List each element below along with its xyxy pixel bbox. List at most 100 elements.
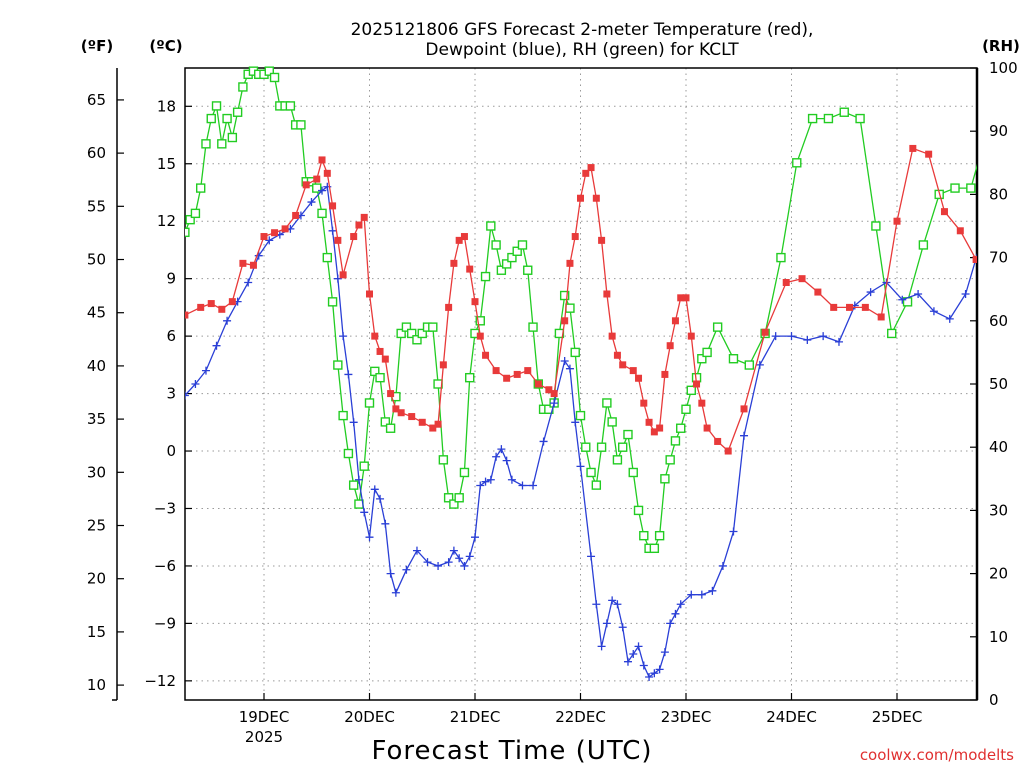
rh-point [438, 455, 449, 465]
dewpoint-point [623, 657, 632, 666]
rh-point [459, 467, 470, 478]
chart-title-line2: Dewpoint (blue), RH (green) for KCLT [425, 40, 739, 60]
temperature-point [260, 233, 268, 241]
rh-point [348, 480, 359, 490]
rh-tick-label: 80 [989, 185, 1008, 203]
dewpoint-point [492, 452, 501, 461]
temperature-point [545, 386, 553, 394]
rh-point [501, 259, 512, 269]
x-tick-label: 24DEC [766, 708, 817, 726]
rh-point [407, 328, 417, 339]
rh-tick-label: 100 [989, 59, 1018, 77]
rh-point [618, 442, 628, 452]
rh-point [317, 208, 327, 219]
fahrenheit-axis-ticks: 10 15 20 25 30 35 40 45 50 55 60 65 [87, 91, 124, 694]
rh-point [475, 316, 485, 326]
rh-point [999, 165, 1007, 173]
rh-point [591, 480, 602, 490]
temperature-point [387, 390, 395, 398]
dewpoint-point [834, 337, 843, 346]
temperature-point [909, 144, 917, 152]
temperature-point [650, 428, 658, 436]
temperature-point [846, 303, 854, 311]
dewpoint-point [771, 332, 780, 341]
temperature-point [566, 259, 574, 267]
rh-point [612, 455, 623, 465]
dewpoint-point [339, 332, 348, 341]
rh-point [697, 354, 707, 364]
rh-point [296, 120, 306, 130]
dewpoint-point [518, 481, 527, 490]
fahrenheit-tick-label: 50 [87, 251, 106, 269]
rh-point [264, 66, 274, 76]
rh-point [491, 240, 501, 250]
dewpoint-point [265, 236, 274, 245]
dewpoint-point [502, 456, 511, 465]
rh-point [807, 113, 818, 124]
dewpoint-point [755, 360, 764, 369]
rh-point [507, 252, 517, 263]
dewpoint-point [977, 236, 985, 244]
temperature-point [271, 229, 279, 237]
temperature-point [1020, 266, 1024, 273]
temperature-point [460, 233, 468, 241]
rh-point [839, 107, 849, 117]
dewpoint-series [185, 182, 1001, 682]
rh-point [681, 404, 691, 414]
rh-point [559, 290, 570, 301]
dewpoint-point [613, 600, 622, 609]
dewpoint-point [576, 462, 585, 471]
temperature-point [185, 311, 189, 319]
rh-point [428, 322, 438, 332]
temperature-point [782, 278, 790, 286]
temperature-point [814, 288, 822, 296]
dewpoint-point [370, 485, 379, 494]
dewpoint-point [539, 437, 548, 446]
celsius-tick-label: 12 [157, 212, 176, 230]
fahrenheit-tick-label: 45 [87, 304, 106, 322]
temperature-point [334, 236, 342, 244]
dewpoint-point [481, 477, 490, 486]
dewpoint-point [376, 494, 385, 503]
dewpoint-point [333, 274, 342, 283]
rh-point [190, 208, 201, 219]
fahrenheit-tick-label: 40 [87, 357, 106, 375]
temperature-point [571, 233, 579, 241]
rh-point [227, 132, 238, 143]
temperature-point [429, 424, 437, 432]
dewpoint-point [993, 221, 1001, 229]
rh-point [396, 328, 406, 339]
rh-point [496, 265, 507, 275]
dewpoint-point [560, 357, 569, 366]
temperature-point [613, 351, 621, 359]
dewpoint-point [529, 481, 538, 490]
dewpoint-point [423, 558, 432, 567]
temperature-point [629, 367, 637, 375]
rh-point [285, 101, 296, 111]
x-tick-label: 23DEC [661, 708, 712, 726]
temperature-point [313, 175, 321, 183]
rh-point [528, 322, 538, 332]
dewpoint-point [787, 332, 796, 341]
dewpoint-point [365, 533, 374, 542]
dewpoint-point [185, 391, 189, 400]
temperature-point [471, 298, 479, 306]
rh-point [639, 530, 649, 541]
rh-point [370, 366, 380, 377]
rh-tick-label: 40 [989, 438, 1008, 456]
dewpoint-point [666, 619, 675, 628]
credit-link[interactable]: coolwx.com/modelts [860, 746, 1014, 764]
rh-point [575, 410, 586, 421]
rh-point [512, 246, 522, 256]
temperature-point [397, 409, 405, 417]
rh-point [465, 372, 475, 383]
temperature-point [677, 294, 685, 302]
rh-tick-label: 20 [989, 565, 1008, 583]
rh-point [602, 398, 612, 408]
celsius-tick-label: −6 [154, 557, 176, 575]
rh-point [660, 474, 670, 484]
rh-point [385, 423, 396, 433]
temperature-point [861, 303, 869, 311]
temperature-point [645, 418, 653, 426]
temperature-line [185, 147, 977, 453]
